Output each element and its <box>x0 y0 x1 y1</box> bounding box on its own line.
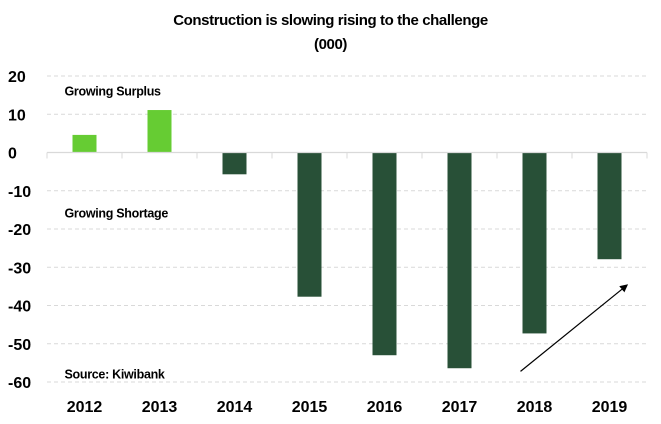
y-tick-label: -10 <box>8 184 31 201</box>
x-tick-label: 2013 <box>142 399 178 416</box>
y-tick-label: -40 <box>8 299 31 316</box>
annotation-label: Growing Surplus <box>65 84 162 98</box>
bar-2013 <box>147 110 172 153</box>
y-tick-label: 10 <box>8 107 26 124</box>
chart-title: Construction is slowing rising to the ch… <box>173 12 488 29</box>
x-tick-label: 2015 <box>292 399 328 416</box>
bar-2015 <box>297 152 322 297</box>
annotations: Growing Surplus Growing Shortage Source: K… <box>65 84 169 381</box>
y-tick-label: -30 <box>8 260 31 277</box>
trend-arrow <box>520 284 629 372</box>
y-tick-label: -60 <box>8 375 31 392</box>
x-tick-labels: 2012 2013 2014 2015 2016 2017 2018 2019 <box>67 399 628 416</box>
gridlines <box>47 75 647 383</box>
x-tick-label: 2019 <box>592 399 628 416</box>
y-tick-labels: 20 10 0 -10 -20 -30 -40 -50 -60 <box>8 69 31 392</box>
x-tick-label: 2014 <box>217 399 253 416</box>
bar-2018 <box>522 152 547 334</box>
annotation-label: Growing Shortage <box>65 207 169 221</box>
bar-2012 <box>72 134 97 153</box>
y-tick-label: 0 <box>8 146 17 163</box>
bar-2017 <box>447 152 472 369</box>
x-axis <box>46 151 648 159</box>
annotation-label: Source: Kiwibank <box>65 367 165 381</box>
x-tick-label: 2012 <box>67 399 103 416</box>
y-tick-label: 20 <box>8 69 26 86</box>
y-tick-label: -20 <box>8 222 31 239</box>
y-tick-label: -50 <box>8 337 31 354</box>
bar-2016 <box>372 152 397 356</box>
x-tick-label: 2017 <box>442 399 478 416</box>
bar-2019 <box>597 152 622 260</box>
x-tick-label: 2018 <box>517 399 553 416</box>
x-tick-label: 2016 <box>367 399 403 416</box>
bars <box>72 110 622 369</box>
bar-2014 <box>222 152 247 175</box>
chart-subtitle: (000) <box>313 36 348 53</box>
